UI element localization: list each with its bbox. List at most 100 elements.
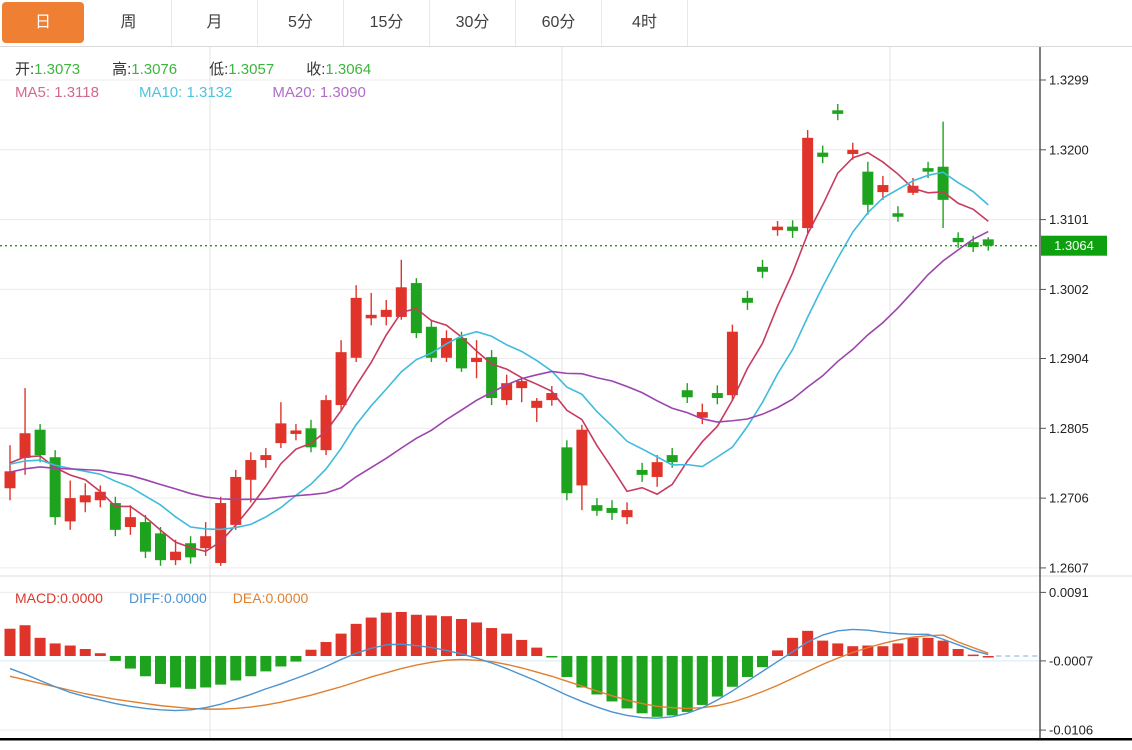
macd-bar-56 (847, 646, 859, 656)
price-tick-0: 1.3299 (1049, 73, 1089, 88)
tab-5min[interactable]: 5分 (258, 0, 344, 46)
ma10-line (9, 171, 989, 531)
candle-43 (651, 462, 663, 477)
macd-bar-21 (320, 642, 332, 656)
macd-bar-65 (982, 656, 994, 658)
macd-bar-16 (245, 656, 257, 677)
macd-bar-26 (395, 611, 407, 656)
macd-value: 0.0000 (60, 590, 103, 606)
candle-6 (94, 491, 106, 501)
tab-60min[interactable]: 60分 (516, 0, 602, 46)
macd-bar-28 (425, 615, 437, 656)
macd-bar-2 (34, 637, 46, 656)
macd-bar-27 (410, 614, 422, 656)
macd-bar-10 (155, 656, 166, 684)
dea-value: 0.0000 (265, 590, 309, 606)
candle-52 (787, 226, 799, 231)
macd-bar-5 (79, 649, 91, 656)
candle-62 (937, 166, 949, 200)
ma5-label: MA5: (15, 84, 51, 101)
ma10-label: MA10: (138, 84, 183, 101)
high-value: 1.3076 (131, 61, 178, 78)
diff-line (9, 628, 989, 719)
tab-15min[interactable]: 15分 (344, 0, 430, 46)
candle-45 (681, 390, 693, 398)
candle-14 (215, 503, 227, 563)
macd-bar-32 (486, 628, 498, 656)
candle-0 (4, 471, 16, 489)
tab-4hour[interactable]: 4时 (602, 0, 688, 46)
candle-39 (591, 505, 603, 511)
tab-30min[interactable]: 30分 (430, 0, 516, 46)
macd-bar-62 (937, 640, 949, 656)
candle-2 (34, 429, 46, 456)
open-label: 开: (15, 61, 35, 78)
macd-tick-0: 0.0091 (1049, 585, 1089, 600)
ma5-line (9, 151, 989, 553)
price-tick-5: 1.2805 (1049, 421, 1089, 436)
macd-bar-0 (4, 628, 16, 656)
macd-bar-48 (726, 656, 738, 687)
candle-58 (877, 185, 889, 193)
candle-28 (425, 326, 437, 358)
tab-day[interactable]: 日 (0, 0, 86, 46)
macd-bar-54 (817, 640, 829, 656)
macd-bar-51 (772, 650, 784, 656)
macd-bar-25 (380, 612, 392, 656)
candle-55 (832, 110, 844, 114)
price-tick-1: 1.3200 (1049, 142, 1089, 157)
ma10-item: MA10: 1.3132 (139, 84, 232, 101)
candle-15 (230, 476, 242, 525)
macd-bar-64 (967, 654, 979, 657)
candle-36 (546, 393, 558, 401)
candle-18 (275, 423, 287, 444)
price-tick-2: 1.3101 (1049, 212, 1089, 227)
macd-bar-53 (802, 630, 814, 656)
close-value: 1.3064 (325, 61, 372, 78)
tab-month[interactable]: 月 (172, 0, 258, 46)
candle-3 (49, 457, 61, 518)
macd-bar-8 (124, 656, 136, 669)
candle-8 (124, 517, 136, 528)
dea-item: DEA:0.0000 (233, 590, 309, 606)
tab-active-pill[interactable]: 日 (2, 2, 84, 43)
price-tick-7: 1.2607 (1049, 560, 1089, 575)
ma20-line (9, 230, 989, 501)
candle-65 (982, 239, 994, 246)
current-price-badge-text: 1.3064 (1054, 238, 1094, 253)
ma10-value: 1.3132 (186, 84, 233, 101)
macd-bar-55 (832, 643, 844, 656)
macd-bar-41 (621, 656, 633, 709)
macd-bar-4 (64, 645, 76, 656)
macd-bar-9 (139, 656, 151, 677)
candle-13 (200, 536, 212, 549)
macd-label: MACD: (15, 590, 61, 606)
candle-53 (802, 137, 814, 229)
macd-bar-14 (215, 656, 227, 685)
diff-item: DIFF:0.0000 (129, 590, 207, 606)
candle-42 (636, 469, 648, 475)
candle-21 (320, 400, 332, 451)
candle-12 (185, 543, 197, 558)
price-tick-6: 1.2706 (1049, 491, 1089, 506)
macd-bar-29 (440, 616, 452, 656)
candle-11 (170, 551, 182, 561)
diff-value: 0.0000 (163, 590, 207, 606)
bottom-border (0, 738, 1132, 741)
high-label: 高: (112, 61, 132, 78)
candle-19 (290, 430, 302, 434)
macd-bar-47 (711, 656, 723, 697)
candle-1 (19, 433, 31, 458)
tab-week[interactable]: 周 (86, 0, 172, 46)
ma5-item: MA5: 1.3118 (15, 84, 99, 101)
high-group: 高:1.3076 (112, 61, 177, 78)
candle-48 (726, 331, 738, 396)
macd-bar-11 (170, 656, 182, 688)
candle-7 (109, 503, 121, 530)
low-value: 1.3057 (228, 61, 275, 78)
candle-46 (696, 412, 708, 418)
macd-bar-34 (516, 639, 528, 656)
macd-bar-22 (335, 633, 347, 656)
